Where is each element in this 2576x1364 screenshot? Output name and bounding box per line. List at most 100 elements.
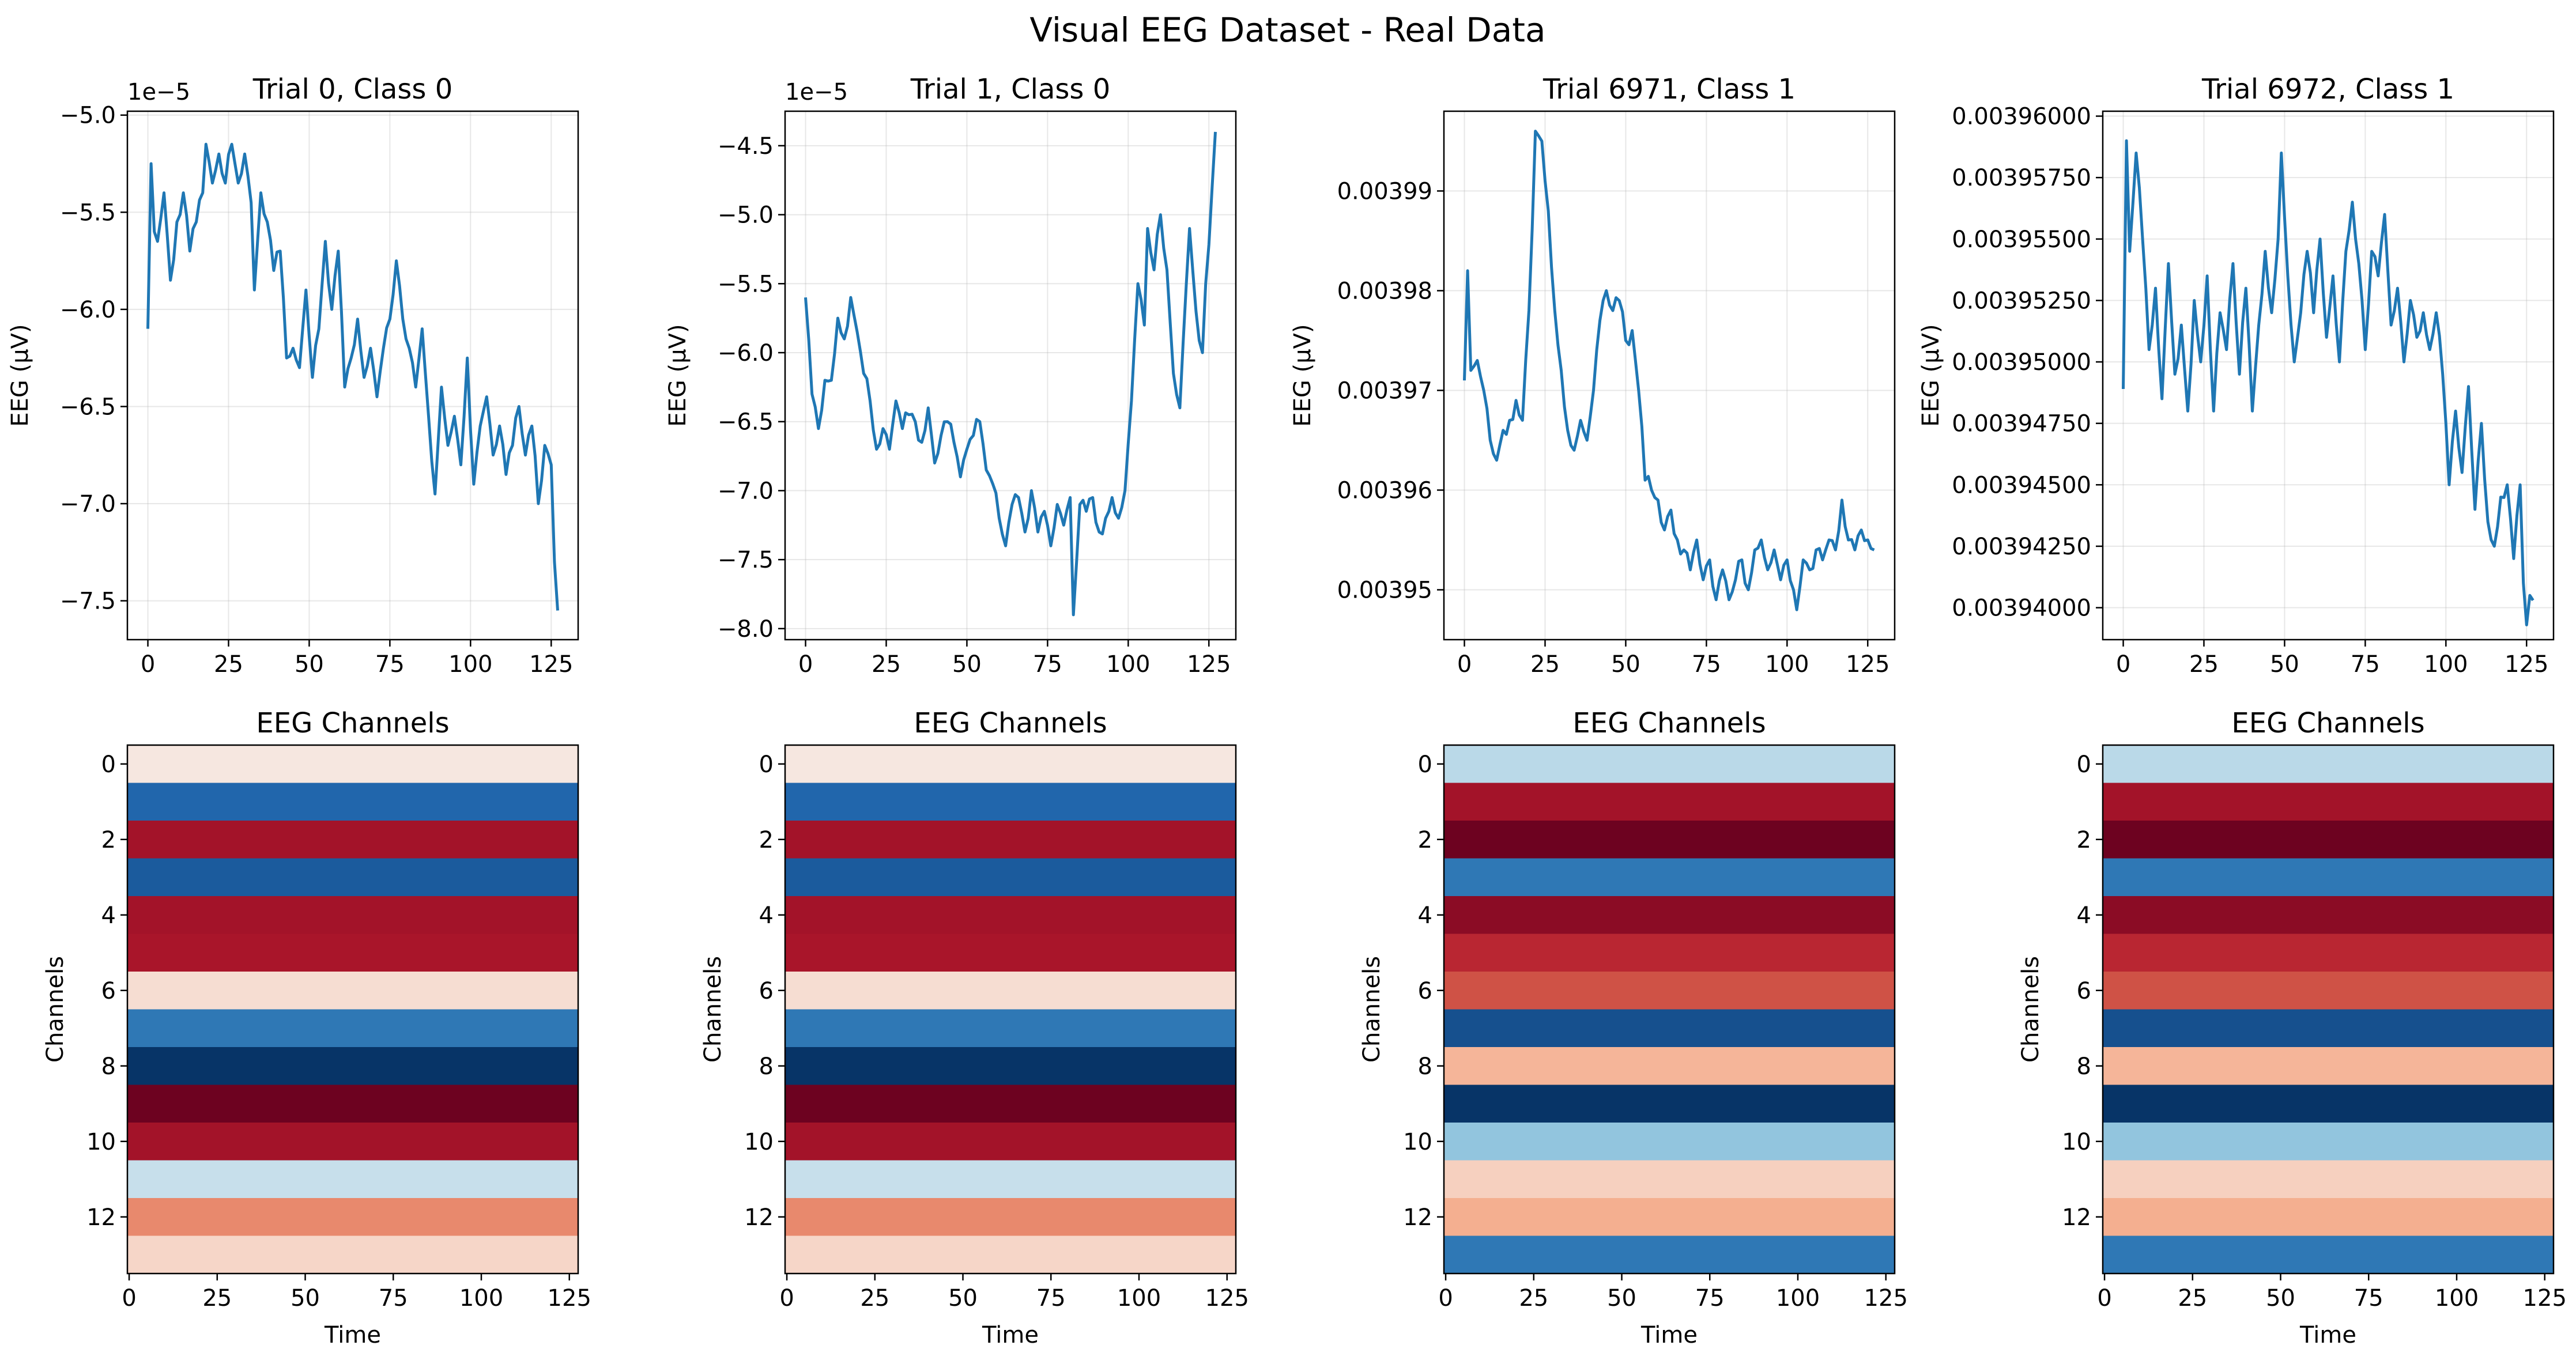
- heatmap-band-channel-8: [127, 1047, 578, 1086]
- y-tick-label: −7.5: [60, 588, 116, 615]
- y-tick-label: −5.5: [60, 199, 116, 226]
- y-tick-label: −4.5: [718, 133, 774, 160]
- heatmap-band-channel-6: [785, 972, 1236, 1010]
- x-tick-label: 50: [1611, 651, 1640, 678]
- subplot-title: EEG Channels: [914, 707, 1107, 739]
- y-tick-label: 0.00395000: [1952, 349, 2091, 376]
- heatmap-band-channel-9: [127, 1085, 578, 1123]
- subplot-3: Trial 6972, Class 1 EEG (µV) 0 25 50 75 100 125…: [1918, 73, 2555, 678]
- heatmap-band-channel-5: [1444, 934, 1895, 972]
- y-tick-label: 10: [744, 1129, 774, 1155]
- x-axis-label: Time: [2299, 1322, 2356, 1348]
- x-tick-label: 75: [375, 651, 405, 678]
- heatmap-band-channel-12: [1444, 1198, 1895, 1237]
- y-tick-label: 0.00396000: [1952, 104, 2091, 130]
- x-tick-label: 75: [379, 1285, 408, 1312]
- y-tick-label: 0.00394750: [1952, 411, 2091, 437]
- heatmap-band-channel-10: [785, 1123, 1236, 1161]
- heatmap-band-channel-6: [1444, 972, 1895, 1010]
- heatmap-band-channel-3: [2103, 858, 2554, 897]
- y-tick-label: −5.0: [60, 103, 116, 129]
- x-tick-label: 25: [2189, 651, 2219, 678]
- y-tick-label: 8: [759, 1053, 774, 1080]
- y-tick-label: 0.00395500: [1952, 226, 2091, 253]
- subplot-5: EEG Channels Time Channels 0 25 50 75 100 125 0 2 4…: [700, 707, 1249, 1348]
- y-axis-label: Channels: [1359, 956, 1385, 1063]
- y-tick-label: 0.00397: [1337, 377, 1432, 404]
- heatmap-band-channel-2: [1444, 821, 1895, 859]
- heatmap-band-channel-13: [2103, 1235, 2554, 1274]
- x-tick-label: 100: [1117, 1285, 1161, 1312]
- y-tick-label: 0: [759, 751, 774, 778]
- y-tick-label: 6: [101, 978, 116, 1004]
- x-tick-label: 0: [122, 1285, 136, 1312]
- heatmap-band-channel-2: [2103, 821, 2554, 859]
- axes-frame: [126, 744, 579, 1275]
- x-tick-label: 25: [202, 1285, 232, 1312]
- y-axis-label: EEG (µV): [1918, 324, 1944, 426]
- heatmap-band-channel-2: [785, 821, 1236, 859]
- axes-frame: [1443, 744, 1896, 1275]
- heatmap-band-channel-5: [785, 934, 1236, 972]
- y-axis-label: EEG (µV): [1289, 324, 1316, 426]
- y-tick-label: 0.00399: [1337, 178, 1432, 205]
- eeg-series-line: [804, 131, 1217, 617]
- heatmap-band-channel-12: [2103, 1198, 2554, 1237]
- heatmap-band-channel-4: [785, 896, 1236, 935]
- x-tick-label: 0: [2116, 651, 2130, 678]
- y-axis-label: Channels: [2017, 956, 2044, 1063]
- x-tick-label: 75: [2354, 1285, 2383, 1312]
- x-tick-label: 0: [141, 651, 155, 678]
- y-tick-label: −7.5: [718, 547, 774, 573]
- heatmap-band-channel-13: [127, 1235, 578, 1274]
- subplot-0: Trial 0, Class 0 1e−5 EEG (µV) 0 25 50 75 100 12…: [7, 73, 579, 678]
- x-tick-label: 50: [952, 651, 982, 678]
- x-tick-label: 100: [1765, 651, 1809, 678]
- heatmap-band-channel-8: [2103, 1047, 2554, 1086]
- x-tick-label: 0: [1457, 651, 1472, 678]
- y-tick-label: 0.00395750: [1952, 165, 2091, 191]
- subplot-title: EEG Channels: [1572, 707, 1766, 739]
- subplot-4: EEG Channels Time Channels 0 25 50 75 100 125 0 2 4…: [42, 707, 591, 1348]
- heatmap-band-channel-13: [785, 1235, 1236, 1274]
- figure-suptitle: Visual EEG Dataset - Real Data: [1029, 10, 1545, 50]
- y-tick-label: 2: [2077, 827, 2091, 853]
- y-tick-label: 12: [2062, 1204, 2091, 1231]
- heatmap-band-channel-11: [1444, 1160, 1895, 1199]
- heatmap-band-channel-4: [1444, 896, 1895, 935]
- x-tick-label: 100: [2424, 651, 2468, 678]
- axes-frame: [1443, 110, 1896, 641]
- x-tick-label: 125: [529, 651, 573, 678]
- y-axis-label: Channels: [42, 956, 69, 1063]
- x-tick-label: 100: [1106, 651, 1150, 678]
- heatmap-band-channel-1: [2103, 783, 2554, 821]
- axes-frame: [2102, 744, 2555, 1275]
- y-tick-label: 8: [2077, 1053, 2091, 1080]
- y-tick-label: −6.0: [718, 340, 774, 366]
- x-tick-label: 125: [1846, 651, 1889, 678]
- x-axis-label: Time: [1640, 1322, 1698, 1348]
- x-tick-label: 50: [2270, 651, 2299, 678]
- heatmap-band-channel-6: [127, 972, 578, 1010]
- subplot-6: EEG Channels Time Channels 0 25 50 75 100 125 0 2 4…: [1359, 707, 1908, 1348]
- heatmap-band-channel-10: [1444, 1123, 1895, 1161]
- y-axis-label: Channels: [700, 956, 726, 1063]
- y-tick-label: −5.5: [718, 271, 774, 297]
- x-tick-label: 0: [2097, 1285, 2111, 1312]
- eeg-series-line: [146, 142, 559, 611]
- x-axis-label: Time: [324, 1322, 381, 1348]
- y-tick-label: 0: [101, 751, 116, 778]
- heatmap-band-channel-3: [1444, 858, 1895, 897]
- y-tick-label: 10: [2062, 1129, 2091, 1155]
- y-tick-label: 0: [2077, 751, 2091, 778]
- y-tick-label: 12: [744, 1204, 774, 1231]
- y-tick-label: 6: [759, 978, 774, 1004]
- heatmap-band-channel-9: [2103, 1085, 2554, 1123]
- y-tick-label: −6.5: [60, 394, 116, 420]
- x-tick-label: 25: [2178, 1285, 2207, 1312]
- x-tick-label: 25: [1519, 1285, 1548, 1312]
- y-tick-label: 12: [1403, 1204, 1432, 1231]
- x-tick-label: 100: [1776, 1285, 1820, 1312]
- heatmap-band-channel-9: [1444, 1085, 1895, 1123]
